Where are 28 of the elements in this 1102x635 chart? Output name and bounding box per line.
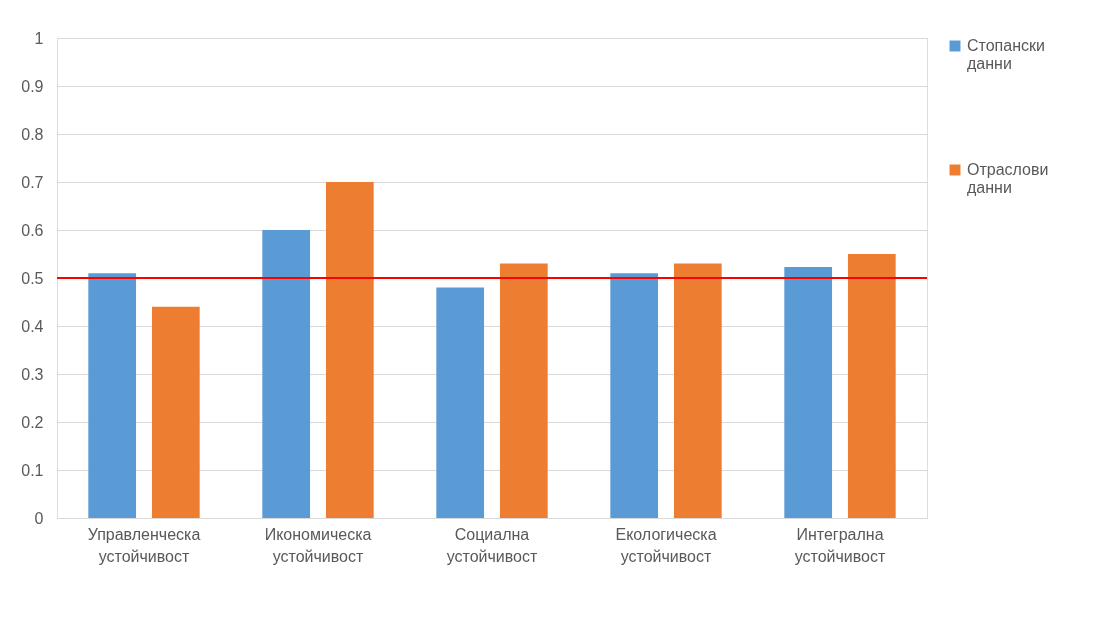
legend-label: Стопански данни xyxy=(967,37,1045,72)
y-tick-label: 0.8 xyxy=(21,125,44,143)
x-tick-label: Икономическа устойчивост xyxy=(264,525,372,565)
bar xyxy=(88,273,137,518)
bar xyxy=(847,254,896,518)
bar xyxy=(325,182,374,518)
bar xyxy=(262,230,311,518)
y-tick-label: 0.1 xyxy=(21,461,44,479)
x-tick-label: Социална устойчивост xyxy=(446,525,538,565)
y-tick-label: 0.9 xyxy=(21,77,44,95)
y-tick-label: 0.2 xyxy=(21,413,44,431)
x-tick-label: Интегрална устойчивост xyxy=(794,525,886,565)
legend-label: Отраслови данни xyxy=(967,161,1049,196)
y-tick-label: 0.3 xyxy=(21,365,44,383)
y-tick-label: 0.4 xyxy=(21,317,44,335)
y-tick-label: 1 xyxy=(34,29,44,47)
y-tick-label: 0.5 xyxy=(21,269,44,287)
y-tick-label: 0.6 xyxy=(21,221,44,239)
bar xyxy=(436,287,485,518)
bar xyxy=(151,306,200,518)
y-tick-label: 0.7 xyxy=(21,173,44,191)
bar xyxy=(673,263,722,518)
bar xyxy=(610,273,659,518)
x-tick-label: Управленческа устойчивост xyxy=(87,525,201,565)
bar xyxy=(784,266,833,518)
y-tick-label: 0 xyxy=(34,509,44,527)
bar xyxy=(499,263,548,518)
x-tick-label: Екологическа устойчивост xyxy=(615,525,717,565)
